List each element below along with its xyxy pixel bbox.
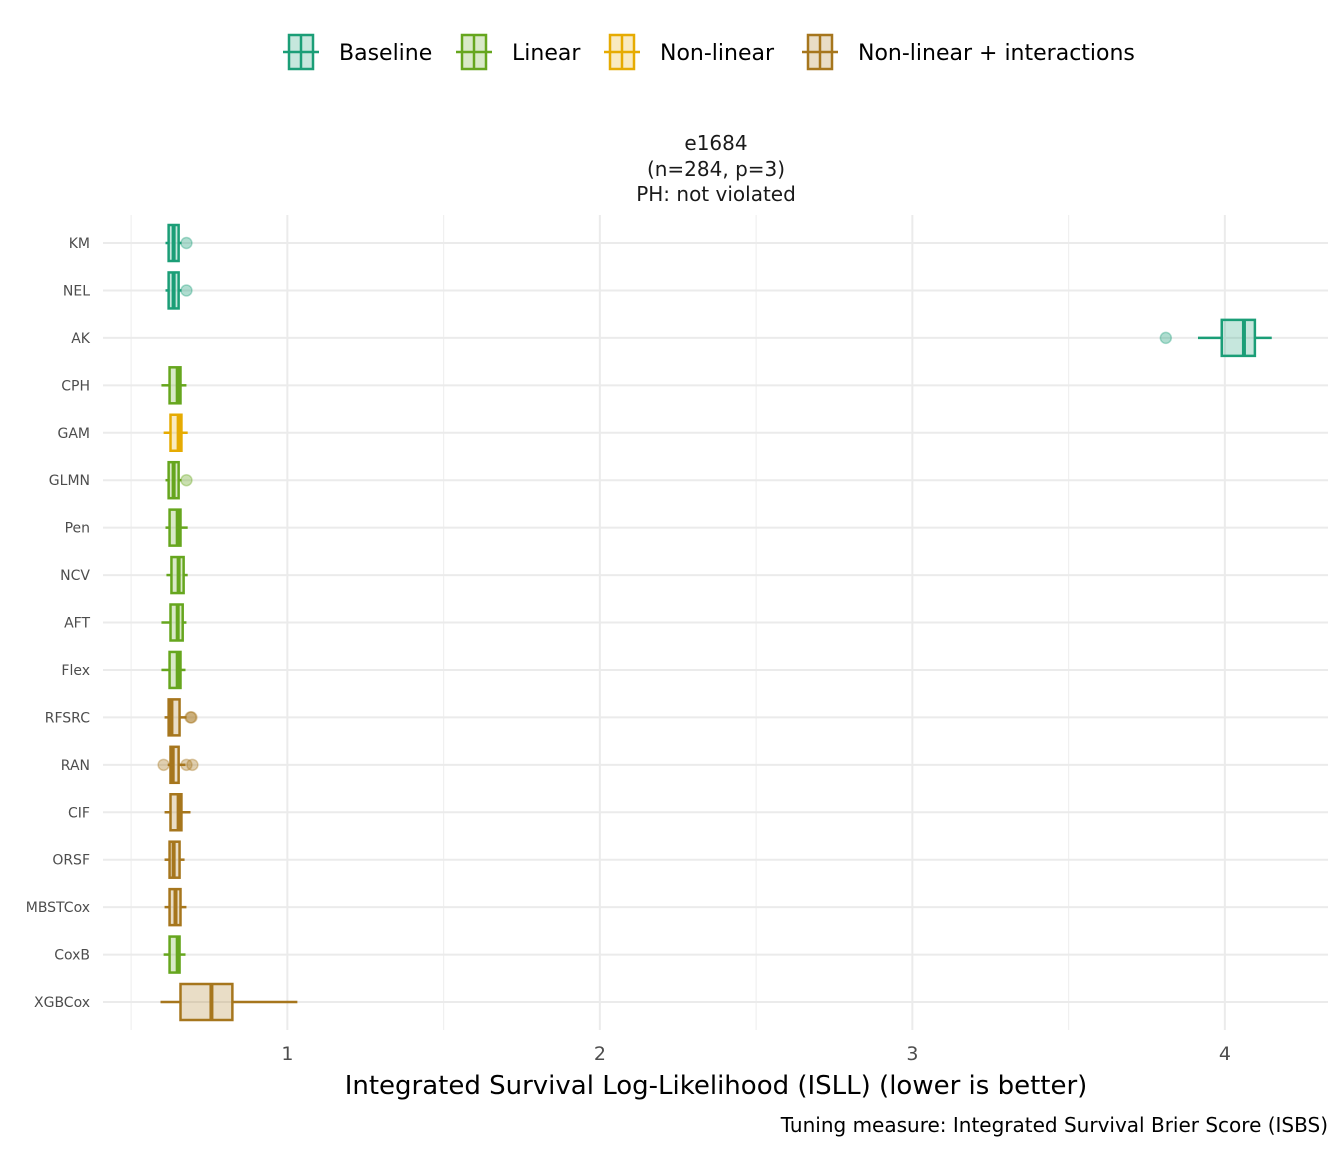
x-tick-label: 1: [281, 1043, 293, 1065]
box-iqr: [169, 793, 183, 832]
legend-item: Non-linear + interactions: [802, 33, 1135, 71]
box-NEL: [165, 271, 193, 310]
box-iqr: [169, 413, 183, 452]
y-tick-label: GLMN: [49, 473, 90, 489]
title-line-1: e1684: [684, 131, 747, 155]
legend-label: Non-linear: [660, 41, 775, 66]
y-tick-label: NCV: [60, 568, 90, 584]
box-CIF: [164, 793, 191, 832]
box-AK: [1159, 318, 1272, 358]
box-ORSF: [164, 840, 185, 879]
box-AFT: [161, 603, 187, 642]
y-tick-label: NEL: [63, 283, 90, 299]
y-tick-label: ORSF: [52, 853, 90, 869]
gridlines: [103, 215, 1328, 1030]
box-MBSTCox: [164, 887, 187, 927]
y-tick-label: AK: [71, 331, 91, 347]
y-tick-label: Flex: [61, 663, 90, 679]
y-tick-label: CoxB: [54, 948, 90, 964]
box-CoxB: [163, 935, 186, 974]
box-iqr: [179, 982, 234, 1022]
x-tick-label: 2: [594, 1043, 606, 1065]
box-XGBCox: [160, 982, 298, 1022]
x-axis-title: Integrated Survival Log-Likelihood (ISLL…: [345, 1071, 1088, 1101]
x-tick-label: 3: [906, 1043, 918, 1065]
caption: Tuning measure: Integrated Survival Brie…: [780, 1113, 1328, 1137]
legend-item: Linear: [456, 33, 581, 71]
outlier-point: [157, 758, 170, 772]
outlier-point: [180, 758, 193, 772]
box-iqr: [168, 650, 182, 690]
title-line-2: (n=284, p=3): [647, 157, 785, 181]
box-NCV: [166, 555, 188, 595]
chart-title: e1684 (n=284, p=3) PH: not violated: [636, 131, 796, 206]
y-tick-label: Pen: [65, 521, 90, 537]
box-iqr: [167, 698, 181, 737]
title-line-3: PH: not violated: [636, 182, 796, 206]
box-GAM: [163, 413, 188, 452]
legend-label: Linear: [512, 41, 581, 66]
legend-item: Baseline: [283, 33, 432, 71]
box-GLMN: [165, 460, 193, 500]
box-Flex: [161, 650, 186, 690]
y-tick-label: AFT: [64, 616, 90, 632]
y-tick-label: MBSTCox: [26, 900, 90, 916]
outlier-point: [184, 711, 197, 724]
outlier-point: [180, 284, 193, 297]
legend: Baseline Linear Non-linear Non-linear + int…: [283, 33, 1135, 71]
legend-label: Baseline: [339, 41, 432, 66]
legend-label: Non-linear + interactions: [858, 41, 1135, 66]
legend-item: Non-linear: [604, 33, 775, 71]
box-RFSRC: [164, 698, 198, 737]
box-iqr: [1220, 318, 1257, 358]
x-axis-labels: 1 2 3 4: [281, 1043, 1231, 1065]
y-tick-label: CPH: [61, 378, 90, 394]
y-tick-label: RAN: [61, 758, 90, 774]
boxes: [157, 223, 1272, 1022]
box-Pen: [165, 508, 188, 547]
outlier-point: [1159, 331, 1173, 345]
outlier-point: [180, 236, 193, 250]
y-tick-label: GAM: [57, 426, 90, 442]
x-tick-label: 4: [1219, 1043, 1231, 1065]
box-iqr: [168, 508, 182, 547]
box-iqr: [168, 366, 182, 405]
outlier-point: [180, 473, 193, 487]
y-tick-label: CIF: [68, 805, 90, 821]
y-axis-labels: KM NEL AK CPH GAM GLMN Pen NCV AFT Flex RFSRC RAN CI…: [26, 236, 91, 1011]
outlier-point: [185, 711, 198, 724]
outlier-point: [186, 758, 199, 772]
box-CPH: [161, 366, 187, 405]
y-tick-label: RFSRC: [45, 710, 90, 726]
box-KM: [165, 223, 193, 263]
y-tick-label: XGBCox: [34, 995, 90, 1011]
y-tick-label: KM: [69, 236, 90, 252]
box-RAN: [157, 745, 199, 785]
